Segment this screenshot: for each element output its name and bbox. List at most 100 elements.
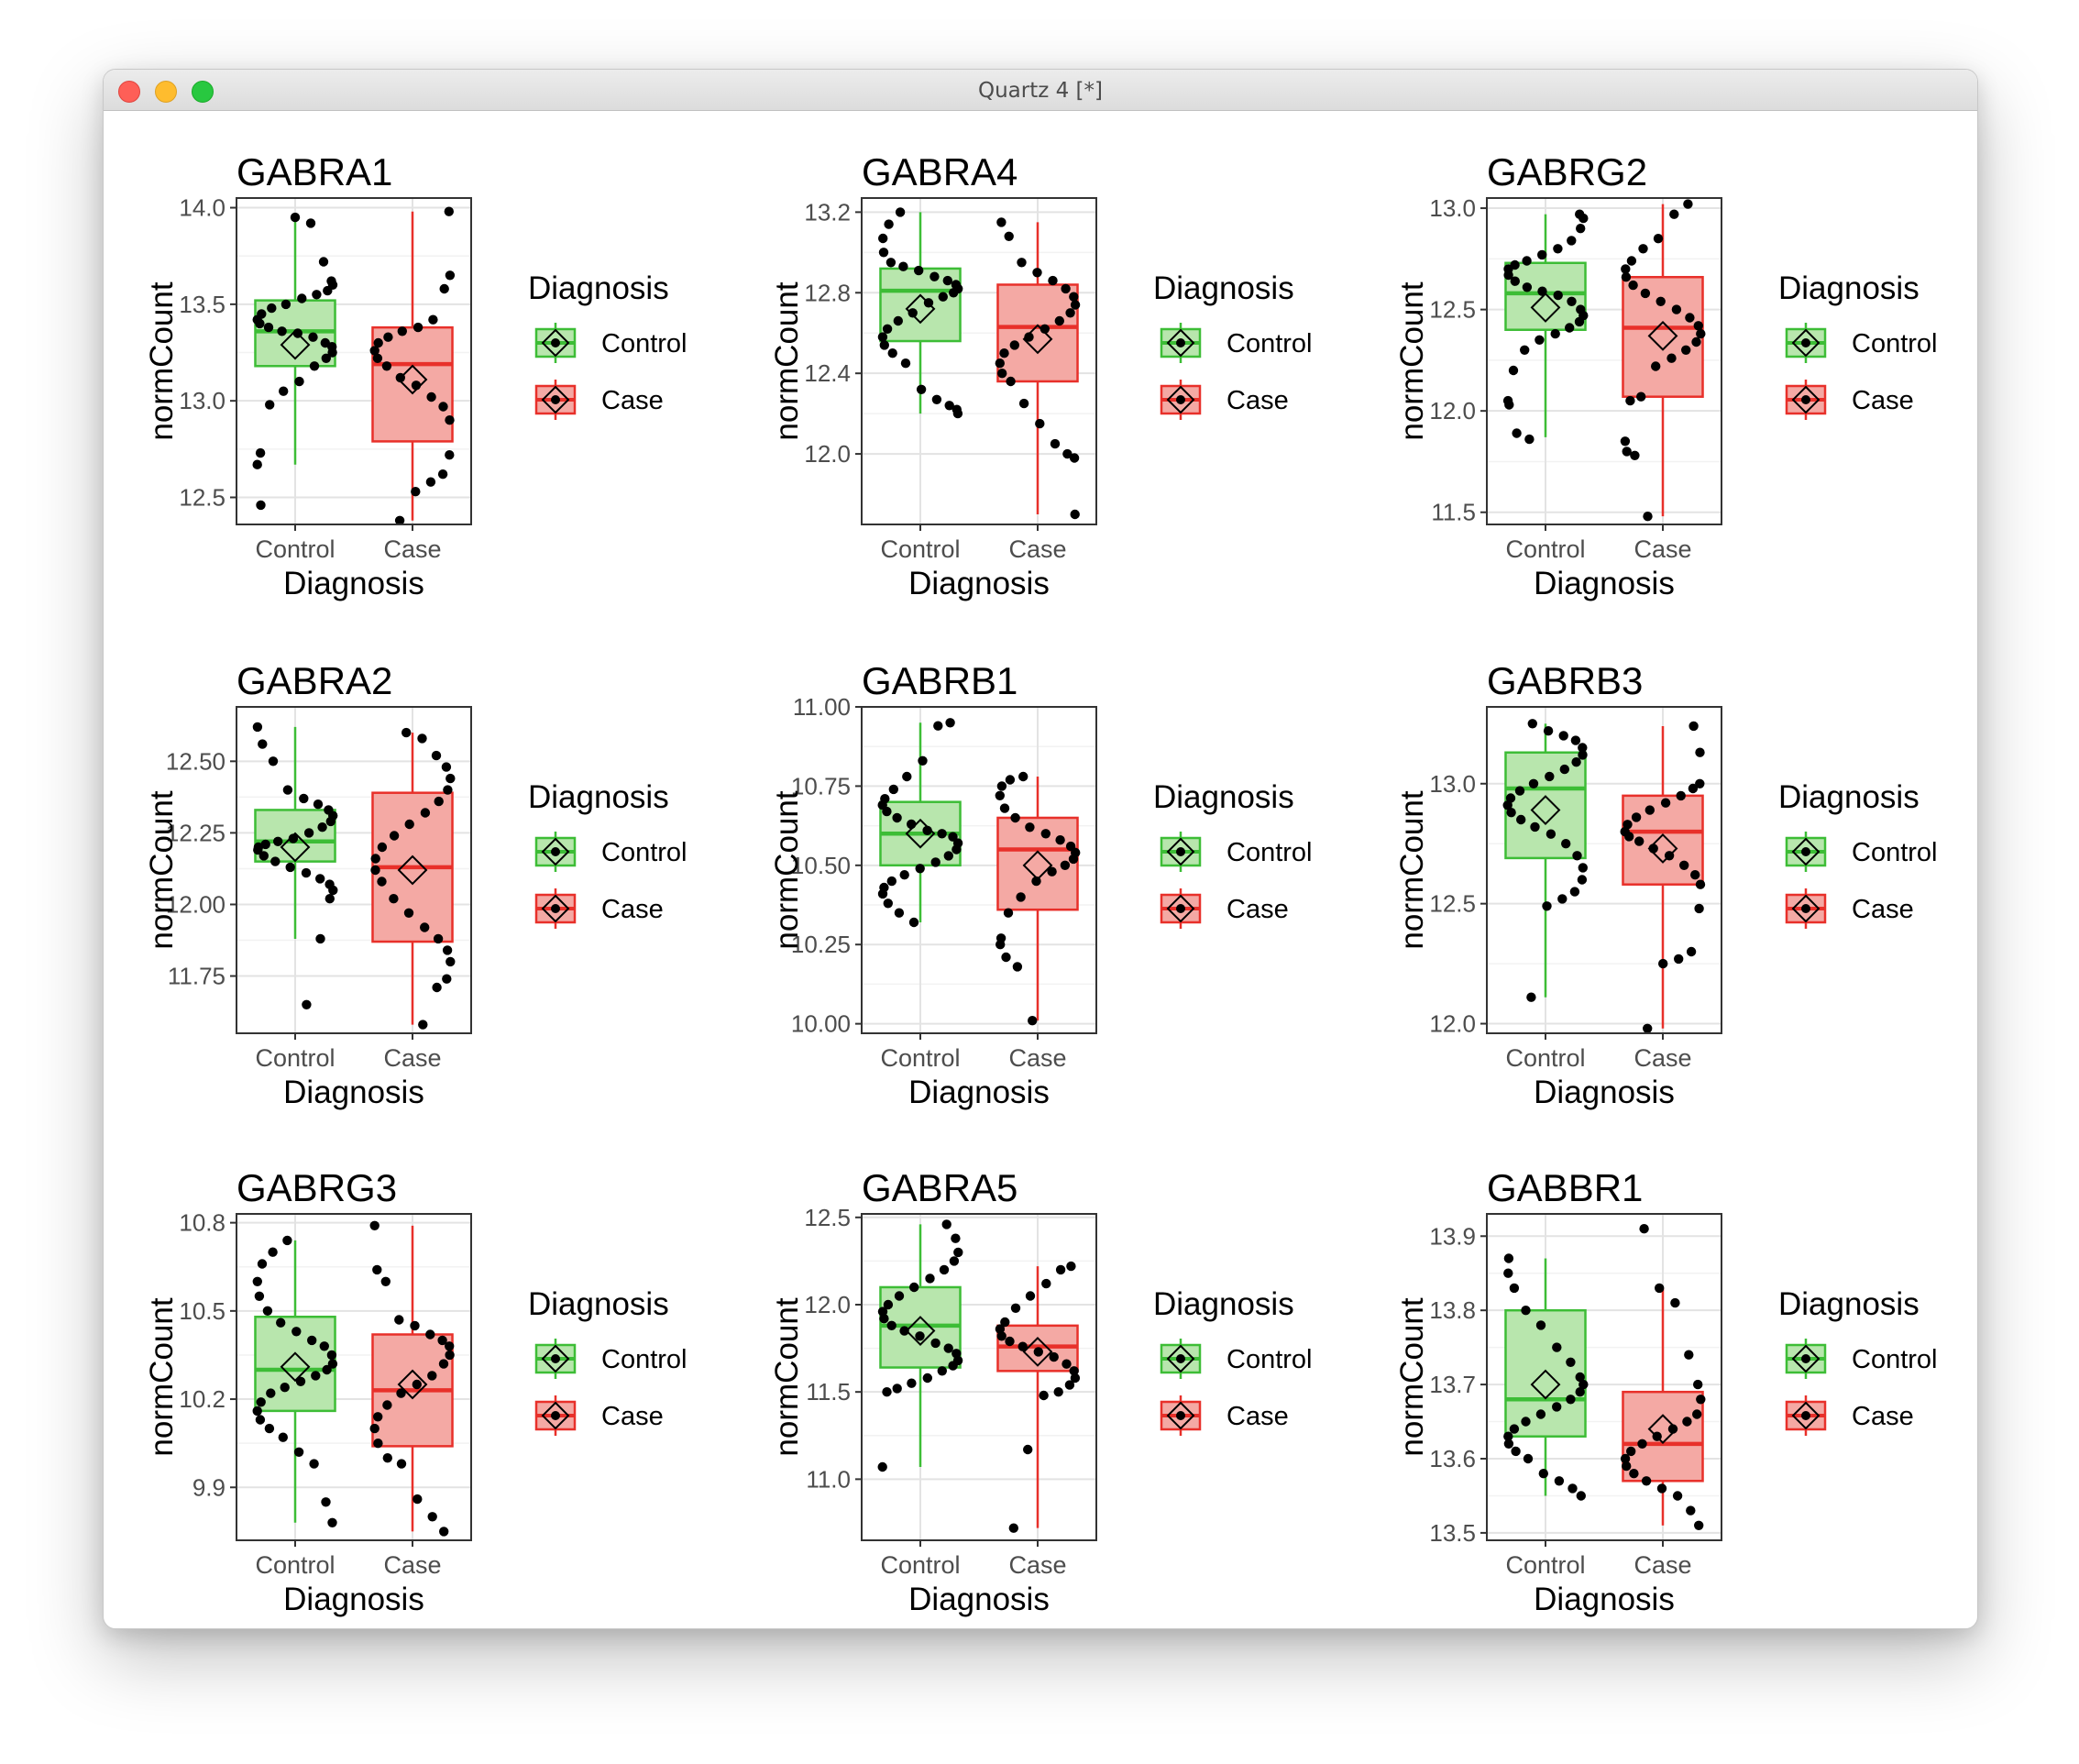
x-tick-label: Control — [255, 535, 335, 563]
data-point — [1537, 249, 1547, 260]
data-point — [252, 1276, 262, 1287]
data-point — [943, 1343, 953, 1353]
data-point — [257, 1259, 268, 1269]
legend-key-point — [1176, 1411, 1185, 1420]
data-point — [277, 326, 287, 336]
y-tick-label: 13.0 — [1429, 194, 1476, 222]
legend-title: Diagnosis — [528, 1286, 669, 1322]
y-tick-label: 12.50 — [166, 747, 226, 775]
x-tick-label: Control — [255, 1551, 335, 1579]
data-point — [1690, 870, 1700, 880]
data-point — [1696, 1395, 1706, 1405]
data-point — [299, 793, 309, 804]
data-point — [1068, 854, 1079, 865]
title-bar[interactable]: Quartz 4 [*] — [104, 70, 1977, 111]
data-point — [439, 283, 449, 294]
data-point — [327, 1359, 338, 1369]
close-window-button[interactable] — [118, 81, 140, 103]
data-point — [1521, 1417, 1531, 1427]
points-control — [877, 1219, 963, 1472]
data-point — [282, 785, 293, 795]
chart-title: GABRB3 — [1487, 659, 1643, 702]
points-case — [995, 217, 1081, 520]
y-tick-label: 12.0 — [804, 440, 851, 468]
zoom-window-button[interactable] — [192, 81, 214, 103]
data-point — [382, 1400, 392, 1410]
y-tick-label: 10.50 — [791, 852, 851, 879]
legend-label: Control — [601, 329, 688, 358]
data-point — [948, 1361, 958, 1371]
x-tick-label: Case — [1634, 1044, 1691, 1072]
y-tick-label: 13.8 — [1429, 1296, 1476, 1324]
y-tick-label: 13.2 — [804, 198, 851, 226]
data-point — [389, 831, 400, 841]
data-point — [1503, 1268, 1513, 1278]
legend-title: Diagnosis — [1778, 779, 1920, 815]
data-point — [895, 207, 906, 217]
data-point — [909, 1282, 919, 1293]
y-axis-title: normCount — [144, 1297, 180, 1456]
mean-marker — [397, 1369, 428, 1400]
data-point — [1628, 280, 1638, 291]
data-point — [315, 874, 325, 884]
legend-title: Diagnosis — [1778, 1286, 1920, 1322]
chart-panel-gabrb3: 12.0 12.5 13.0 Control Case GABRB3 Diagnosis no… — [1394, 659, 1938, 1110]
y-tick-label: 12.5 — [1429, 890, 1476, 918]
chart-title: GABRG2 — [1487, 150, 1647, 193]
mean-marker — [1530, 795, 1561, 825]
mean-marker — [905, 818, 936, 849]
data-point — [886, 1320, 896, 1331]
x-tick-label: Control — [1505, 1044, 1585, 1072]
data-point — [996, 1331, 1006, 1341]
data-point — [1534, 335, 1545, 345]
data-point — [260, 839, 270, 850]
panel-border — [861, 706, 1097, 1034]
points-case — [369, 206, 456, 525]
legend-key-mean — [541, 385, 570, 414]
data-point — [1001, 952, 1011, 963]
legend: Diagnosis Control Case — [1778, 779, 1938, 929]
legend-label: Case — [1226, 386, 1289, 415]
minimize-window-button[interactable] — [155, 81, 177, 103]
legend-key-point — [551, 847, 560, 856]
data-point — [1639, 1224, 1649, 1234]
data-point — [373, 1439, 383, 1449]
x-tick-label: Case — [383, 535, 441, 563]
chart-title: GABRA4 — [862, 150, 1018, 193]
data-point — [1504, 400, 1514, 410]
y-tick-label: 10.5 — [179, 1297, 226, 1325]
data-point — [258, 851, 269, 861]
legend-key-control — [534, 832, 577, 872]
mean-marker — [905, 293, 936, 325]
legend-label: Case — [1226, 895, 1289, 924]
data-point — [1066, 1261, 1076, 1272]
data-point — [1660, 798, 1671, 808]
data-point — [326, 1350, 337, 1361]
data-point — [377, 876, 387, 887]
legend-key-mean — [1166, 385, 1195, 414]
data-point — [445, 1341, 455, 1351]
data-point — [1696, 328, 1706, 339]
y-tick-label: 12.4 — [804, 359, 851, 387]
x-tick-label: Case — [1008, 1044, 1066, 1072]
data-point — [1009, 340, 1019, 350]
data-point — [1681, 345, 1691, 355]
data-point — [258, 739, 268, 749]
data-point — [1578, 750, 1588, 760]
data-point — [996, 217, 1006, 227]
data-point — [439, 1527, 449, 1537]
y-tick-label: 12.5 — [179, 484, 226, 512]
data-point — [1033, 1347, 1043, 1357]
data-point — [1552, 1402, 1562, 1412]
data-point — [930, 1338, 940, 1349]
data-point — [1542, 901, 1552, 911]
data-point — [1669, 209, 1679, 219]
chart-title: GABRA1 — [236, 150, 392, 193]
data-point — [434, 796, 444, 807]
data-point — [301, 867, 312, 878]
mean-marker — [1022, 1336, 1053, 1367]
y-tick-label: 12.5 — [804, 1204, 851, 1231]
chart-panel-gabrg3: 9.9 10.2 10.5 10.8 Control Case GABRG3 Diagnosi… — [144, 1166, 688, 1617]
data-point — [1641, 1476, 1652, 1486]
data-point — [412, 1494, 423, 1505]
